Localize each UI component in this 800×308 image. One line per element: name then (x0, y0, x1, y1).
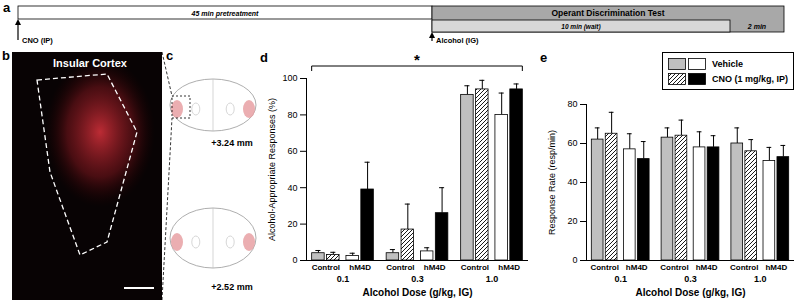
svg-text:Control: Control (590, 263, 618, 272)
svg-text:0: 0 (572, 255, 577, 265)
svg-text:+3.24 mm: +3.24 mm (211, 138, 252, 148)
svg-text:10 min (wait): 10 min (wait) (561, 23, 600, 31)
html-text:e: e (540, 50, 548, 65)
svg-text:60: 60 (287, 146, 297, 156)
svg-text:Operant Discrimination Test: Operant Discrimination Test (551, 8, 664, 18)
svg-text:0.3: 0.3 (411, 274, 424, 284)
svg-text:20: 20 (567, 216, 577, 226)
svg-text:Insular Cortex: Insular Cortex (53, 57, 128, 69)
svg-text:hM4D: hM4D (349, 263, 371, 272)
svg-text:hM4D: hM4D (498, 263, 520, 272)
svg-text:Response Rate (resp/min): Response Rate (resp/min) (547, 130, 557, 235)
svg-text:60: 60 (567, 138, 577, 148)
svg-text:1.0: 1.0 (754, 274, 767, 284)
svg-text:b: b (2, 48, 10, 63)
svg-text:20: 20 (287, 219, 297, 229)
svg-text:*: * (414, 51, 420, 68)
svg-text:Alcohol (IG): Alcohol (IG) (436, 36, 479, 45)
svg-text:hM4D: hM4D (765, 263, 787, 272)
svg-text:45 min pretreatment: 45 min pretreatment (191, 10, 260, 18)
svg-text:Alcohol Dose (g/kg, IG): Alcohol Dose (g/kg, IG) (362, 287, 472, 298)
svg-text:80: 80 (287, 110, 297, 120)
svg-text:Alcohol Dose (g/kg, IG): Alcohol Dose (g/kg, IG) (635, 287, 745, 298)
svg-text:0.1: 0.1 (614, 274, 627, 284)
html-text:Vehicle: Vehicle (712, 58, 743, 69)
svg-text:100: 100 (282, 73, 297, 83)
svg-text:hM4D: hM4D (424, 263, 446, 272)
svg-text:+2.52 mm: +2.52 mm (211, 282, 252, 292)
svg-text:hM4D: hM4D (626, 263, 648, 272)
svg-text:a: a (3, 0, 11, 15)
svg-text:0.3: 0.3 (684, 274, 697, 284)
svg-text:Control: Control (386, 263, 414, 272)
svg-text:c: c (166, 48, 173, 63)
svg-text:2 min: 2 min (747, 23, 766, 30)
html-text:CNO (1 mg/kg, IP): CNO (1 mg/kg, IP) (712, 73, 788, 84)
svg-text:0.1: 0.1 (337, 274, 350, 284)
svg-text:Control: Control (461, 263, 489, 272)
svg-text:Control: Control (312, 263, 340, 272)
svg-text:hM4D: hM4D (696, 263, 718, 272)
html-text:d: d (260, 50, 268, 65)
svg-text:CNO (IP): CNO (IP) (22, 36, 53, 45)
svg-text:1.0: 1.0 (486, 274, 499, 284)
svg-text:40: 40 (567, 177, 577, 187)
svg-text:40: 40 (287, 183, 297, 193)
svg-text:Alcohol-Appropriate Responses: Alcohol-Appropriate Responses (%) (267, 98, 277, 241)
svg-text:Control: Control (730, 263, 758, 272)
svg-text:0: 0 (292, 255, 297, 265)
svg-text:80: 80 (567, 99, 577, 109)
svg-text:Control: Control (660, 263, 688, 272)
